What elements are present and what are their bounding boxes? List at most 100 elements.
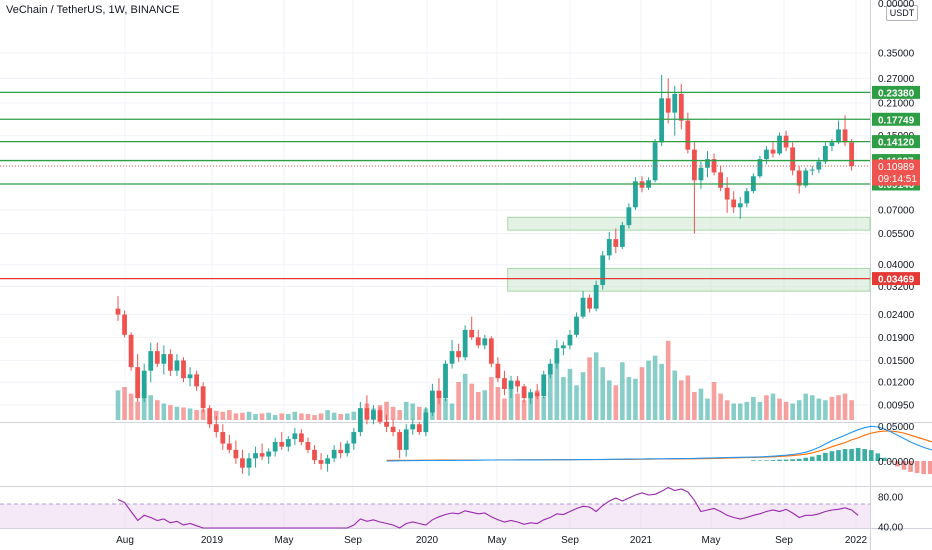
candle-body <box>115 308 121 315</box>
price-tick-label: 0.00950 <box>878 401 915 412</box>
volume-bar <box>823 400 828 420</box>
candle-body <box>253 453 258 459</box>
candle-body <box>462 329 468 358</box>
candle-body <box>737 203 743 208</box>
candle-body <box>259 453 265 457</box>
volume-bar <box>508 388 514 420</box>
volume-bar <box>253 414 258 420</box>
candle-body <box>770 149 776 154</box>
macd-histogram-bar <box>868 450 874 461</box>
macd-line <box>386 425 932 462</box>
volume-bar <box>292 411 298 420</box>
rsi-line <box>117 486 859 529</box>
volume-bar <box>135 401 140 420</box>
currency-badge[interactable]: USDT <box>886 5 918 21</box>
volume-bar <box>665 340 671 420</box>
candle-body <box>292 433 298 440</box>
candle-body <box>554 348 560 364</box>
rsi-tick-label: 80.00 <box>878 493 903 504</box>
candle-body <box>836 129 841 143</box>
time-tick-label: Sep <box>561 535 579 546</box>
candle-body <box>580 297 586 317</box>
current-price-label: 0.10989 <box>878 162 915 173</box>
candle-body <box>266 451 272 457</box>
candle-body <box>430 390 435 413</box>
candle-body <box>593 284 599 309</box>
volume-bar <box>174 406 180 420</box>
candle-body <box>495 363 501 379</box>
volume-bar <box>128 393 134 420</box>
candle-body <box>305 442 311 450</box>
rsi-band <box>0 504 870 528</box>
volume-bar <box>705 398 710 420</box>
volume-bar <box>541 396 547 420</box>
macd-histogram-bar <box>823 452 828 461</box>
candle-body <box>698 167 704 181</box>
candle-body <box>181 360 186 379</box>
volume-bar <box>122 387 127 420</box>
macd-histogram-bar <box>777 459 782 461</box>
time-tick-label: Sep <box>344 535 362 546</box>
candle-body <box>410 424 416 430</box>
volume-bar <box>495 387 501 420</box>
candle-body <box>226 443 232 450</box>
macd-histogram-bar <box>836 450 841 461</box>
volume-bar <box>227 410 232 420</box>
volume-bar <box>259 413 265 420</box>
current-price-label-bg <box>872 159 920 186</box>
candle-body <box>299 433 304 443</box>
volume-bar <box>475 391 481 420</box>
volume-bar <box>482 390 488 420</box>
level-price-label: 0.17749 <box>878 115 915 126</box>
price-tick-label: 0.01200 <box>878 378 915 389</box>
volume-bar <box>672 370 678 420</box>
volume-bar <box>456 382 461 420</box>
candle-body <box>122 314 127 335</box>
volume-bar <box>331 412 337 420</box>
candle-body <box>744 191 750 204</box>
candle-body <box>364 408 370 420</box>
candle-body <box>600 255 606 285</box>
macd-histogram-bar <box>816 455 822 461</box>
volume-bar <box>679 380 684 420</box>
candle-body <box>829 142 835 146</box>
volume-bar <box>810 395 815 420</box>
time-tick-label: May <box>275 535 294 546</box>
candle-body <box>416 424 422 433</box>
volume-bar <box>338 414 343 420</box>
volume-bar <box>561 377 566 420</box>
volume-bar <box>200 409 206 420</box>
volume-bar <box>816 398 822 420</box>
volume-bar <box>783 401 789 420</box>
volume-bar <box>659 363 664 420</box>
macd-histogram-bar <box>921 461 926 475</box>
volume-bar <box>613 385 619 420</box>
candle-body <box>705 159 710 168</box>
volume-bar <box>587 357 592 420</box>
candle-body <box>541 374 547 397</box>
volume-bar <box>593 352 599 420</box>
volume-bar <box>325 410 330 420</box>
volume-bar <box>502 398 507 420</box>
candle-body <box>161 354 167 364</box>
candle-body <box>233 449 239 459</box>
macd-histogram-bar <box>914 461 920 473</box>
volume-bar <box>751 396 756 420</box>
candle-body <box>777 135 782 154</box>
volume-bar <box>548 373 553 420</box>
candle-body <box>665 98 671 113</box>
candle-body <box>285 439 291 447</box>
candle-body <box>547 363 553 375</box>
macd-histogram-bar <box>803 457 809 461</box>
volume-bar <box>764 395 769 420</box>
candle-body <box>567 334 573 346</box>
candle-body <box>790 147 796 171</box>
volume-bar <box>279 413 285 420</box>
candle-body <box>488 338 494 364</box>
candle-body <box>678 93 684 121</box>
candle-body <box>154 351 160 364</box>
volume-bar <box>731 403 736 420</box>
macd-histogram-bar <box>908 461 913 472</box>
candle-body <box>502 378 507 389</box>
